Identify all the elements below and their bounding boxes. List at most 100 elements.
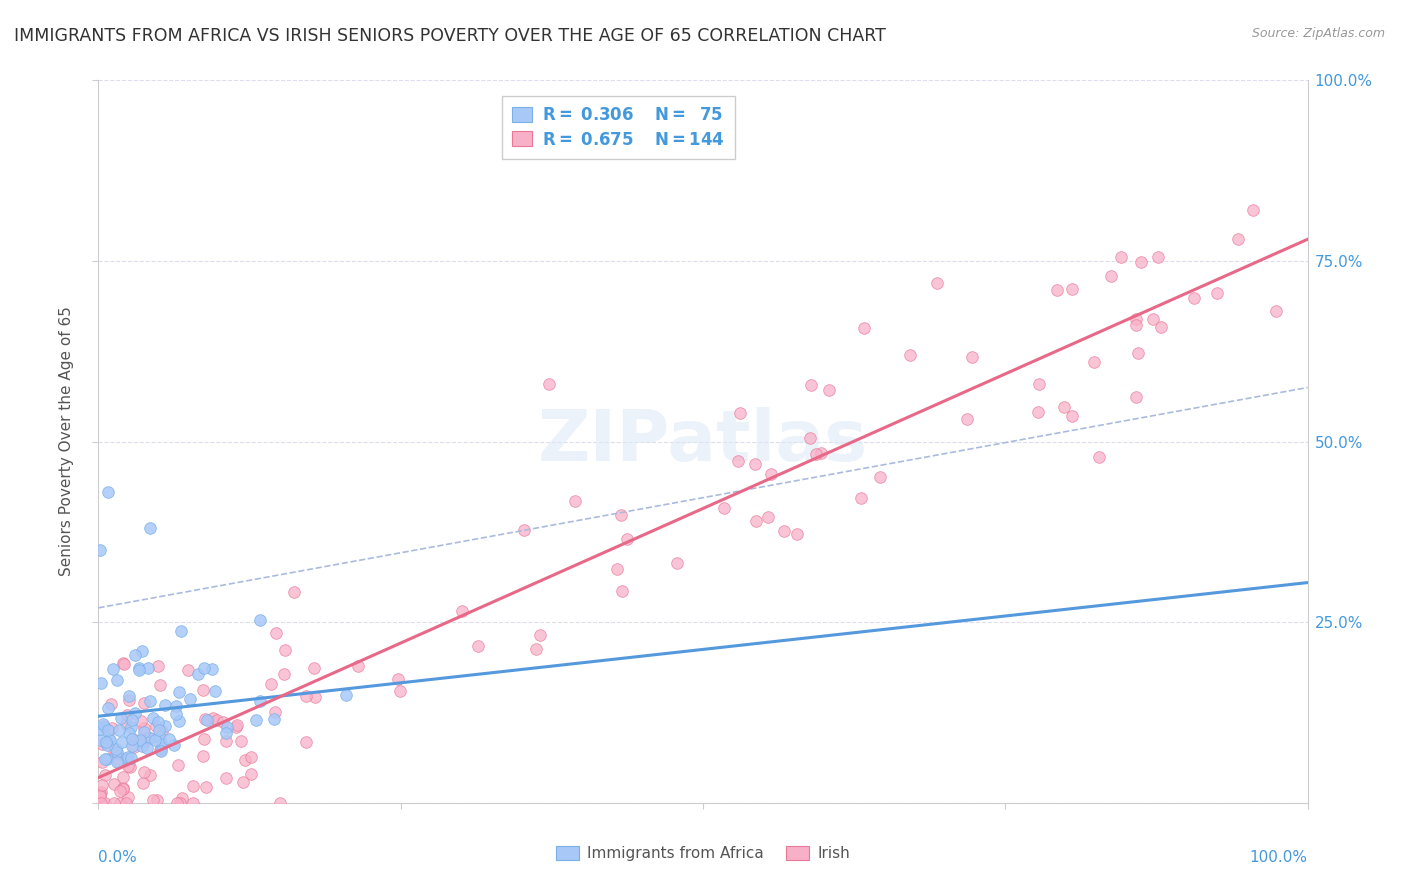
Point [117,790,139,805]
Point [90,796,112,810]
Point [1241,203,1264,218]
Point [138,731,160,745]
Point [118,689,141,703]
Point [128,661,150,675]
Point [134,696,156,710]
Point [132,776,155,790]
Point [215,720,238,734]
Point [165,698,187,713]
Point [94,751,117,765]
Point [107,673,129,687]
Point [799,431,821,445]
Point [233,753,256,767]
Point [1028,376,1050,391]
Point [451,603,474,617]
Point [215,734,238,748]
Point [112,657,135,671]
Point [128,664,150,678]
Point [800,378,823,392]
Point [167,714,190,729]
Point [128,733,150,747]
Point [148,715,170,730]
Point [240,766,263,780]
Point [101,662,124,676]
Point [610,584,633,599]
Point [132,722,155,736]
Point [129,714,152,729]
Point [111,780,134,795]
Point [100,698,122,712]
Point [1147,251,1170,265]
Point [105,745,128,759]
Point [115,751,138,765]
Point [240,750,263,764]
Point [108,796,131,810]
Point [166,796,188,810]
Point [91,755,114,769]
Point [118,693,141,707]
Point [201,711,224,725]
Point [1149,320,1171,334]
Point [117,758,139,772]
Point [273,667,295,681]
Point [139,694,162,708]
Text: 100.0%: 100.0% [1250,850,1308,864]
Point [849,491,872,505]
Point [898,348,921,362]
Point [120,760,142,774]
Point [136,731,159,745]
Point [1053,400,1076,414]
Point [91,717,114,731]
Point [165,706,187,721]
Point [1126,346,1149,360]
Point [124,648,146,663]
Point [181,796,204,810]
Point [121,732,143,747]
Point [122,740,145,755]
Point [89,796,111,810]
Point [529,628,551,642]
Point [231,734,253,748]
Text: 0.0%: 0.0% [98,850,138,864]
Point [167,685,190,699]
Point [115,716,138,731]
Point [610,508,633,522]
Point [179,692,201,706]
Point [960,351,983,365]
Point [925,276,948,290]
Point [666,556,689,570]
Text: IMMIGRANTS FROM AFRICA VS IRISH SENIORS POVERTY OVER THE AGE OF 65 CORRELATION C: IMMIGRANTS FROM AFRICA VS IRISH SENIORS … [14,27,886,45]
Point [97,723,120,737]
Point [1087,450,1109,464]
Point [1226,232,1249,246]
Point [347,659,370,673]
Point [94,796,117,810]
Point [94,768,117,782]
Point [225,720,247,734]
Point [172,791,194,805]
Point [108,723,131,737]
Point [1099,268,1122,283]
Point [145,719,167,733]
Point [467,639,489,653]
Point [103,744,125,758]
Point [274,643,297,657]
Point [1142,311,1164,326]
Point [177,664,200,678]
Point [134,734,156,748]
Point [260,677,283,691]
Legend: Immigrants from Africa, Irish: Immigrants from Africa, Irish [550,839,856,867]
Point [148,723,170,738]
Point [264,705,287,719]
Point [148,658,170,673]
Point [108,755,131,769]
Point [1130,255,1153,269]
Y-axis label: Seniors Poverty Over the Age of 65: Seniors Poverty Over the Age of 65 [59,307,75,576]
Point [90,737,112,751]
Point [606,562,628,576]
Point [786,527,808,541]
Point [139,731,162,745]
Point [249,693,271,707]
Point [513,524,536,538]
Text: Source: ZipAtlas.com: Source: ZipAtlas.com [1251,27,1385,40]
